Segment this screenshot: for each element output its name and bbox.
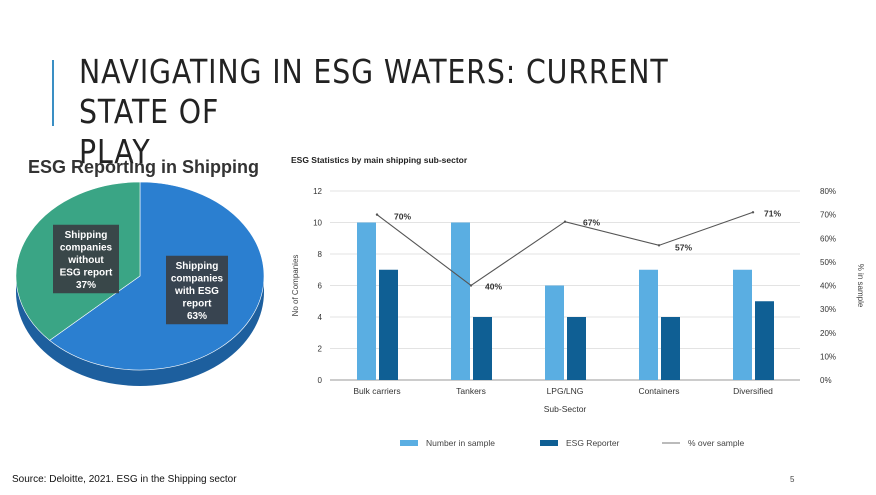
y2-tick-label: 50% (820, 258, 836, 267)
line-point (375, 213, 379, 216)
source-note: Source: Deloitte, 2021. ESG in the Shipp… (12, 474, 237, 485)
bar-sample (545, 285, 564, 380)
legend-swatch (400, 440, 418, 446)
bar-esg-reporter (379, 269, 398, 380)
y-axis-label: No of Companies (291, 255, 300, 317)
y2-tick-label: 60% (820, 234, 836, 243)
y-tick-label: 8 (318, 250, 323, 259)
x-tick-label: Diversified (733, 386, 773, 396)
legend-label: Number in sample (426, 438, 495, 448)
bar-esg-reporter (473, 317, 492, 380)
pie-label-text: 63% (187, 311, 207, 322)
y2-tick-label: 10% (820, 352, 836, 361)
pie-label-text: report (183, 298, 213, 309)
y2-tick-label: 30% (820, 305, 836, 314)
y-tick-label: 2 (318, 345, 323, 354)
pie-label-text: Shipping (65, 230, 108, 241)
legend-swatch (540, 440, 558, 446)
pie-label-text: ESG report (60, 267, 113, 278)
y2-tick-label: 40% (820, 282, 836, 291)
y2-axis-label: % in sample (856, 264, 865, 308)
y2-tick-label: 20% (820, 329, 836, 338)
y-tick-label: 0 (318, 376, 323, 385)
pie-label-box (166, 255, 228, 325)
line-data-label: 70% (394, 212, 411, 222)
legend-label: % over sample (688, 438, 744, 448)
line-data-label: 71% (764, 208, 781, 218)
line-data-label: 57% (675, 242, 692, 252)
bar-sample (639, 269, 658, 380)
x-tick-label: Tankers (456, 386, 486, 396)
x-tick-label: LPG/LNG (547, 386, 584, 396)
line-data-label: 67% (583, 218, 600, 228)
line-series-pct (376, 211, 754, 287)
legend-item-1: ESG Reporter (540, 438, 620, 448)
bar-chart-title: ESG Statistics by main shipping sub-sect… (291, 155, 468, 165)
x-tick-label: Containers (638, 386, 679, 396)
slide-title: NAVIGATING IN ESG WATERS: CURRENT STATE … (79, 52, 733, 172)
x-axis-label: Sub-Sector (544, 404, 587, 414)
bar-sample (451, 222, 470, 380)
bar-esg-reporter (567, 317, 586, 380)
page-number: 5 (790, 475, 795, 484)
y2-tick-label: 80% (820, 187, 836, 196)
bar-esg-reporter (661, 317, 680, 380)
pie-3d-side (16, 276, 264, 386)
slide-title-line-1: NAVIGATING IN ESG WATERS: CURRENT STATE … (79, 52, 669, 131)
bar-sample (733, 269, 752, 380)
line-point (657, 244, 661, 247)
pie-label-text: companies (60, 242, 113, 253)
bar-line-chart: ESG Statistics by main shipping sub-sect… (291, 155, 865, 448)
y-tick-label: 4 (318, 313, 323, 322)
bar-esg-reporter (755, 301, 774, 380)
y2-tick-label: 0% (820, 376, 832, 385)
line-point (563, 220, 567, 223)
y-tick-label: 6 (318, 282, 323, 291)
x-tick-label: Bulk carriers (353, 386, 400, 396)
line-point (469, 284, 473, 287)
title-accent-bar (52, 60, 54, 126)
legend-item-0: Number in sample (400, 438, 495, 448)
legend-item-2: % over sample (662, 438, 744, 448)
y-tick-label: 10 (313, 219, 322, 228)
pie-label-text: companies (171, 273, 224, 284)
pie-label-text: Shipping (176, 261, 219, 272)
slide-title-line-2: PLAY (79, 132, 151, 171)
y2-tick-label: 70% (820, 211, 836, 220)
pie-label-text: without (67, 255, 104, 266)
line-point (751, 211, 755, 214)
pie-chart-title: ESG Reporting in Shipping (28, 157, 259, 177)
bar-sample (357, 222, 376, 380)
pie-label-box (53, 224, 119, 294)
legend-label: ESG Reporter (566, 438, 620, 448)
line-data-label: 40% (485, 282, 502, 292)
pie-label-text: 37% (76, 280, 96, 291)
y-tick-label: 12 (313, 187, 322, 196)
pie-label-text: with ESG (174, 286, 219, 297)
